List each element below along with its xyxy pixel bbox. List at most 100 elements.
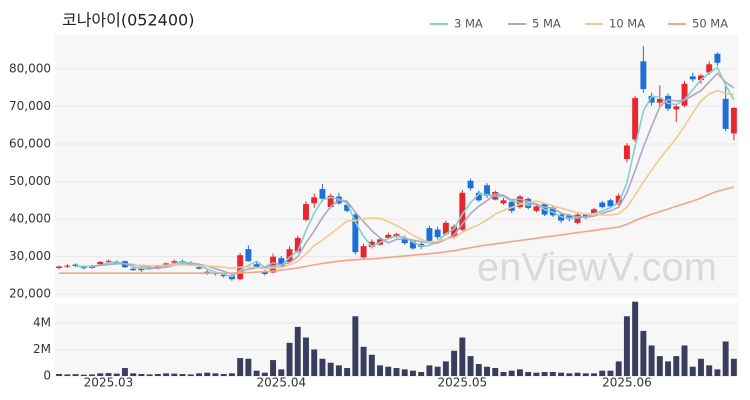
ma-line bbox=[75, 66, 735, 278]
y-tick-label: 80,000 bbox=[9, 61, 51, 75]
candle-body bbox=[451, 226, 458, 238]
candle-body bbox=[385, 234, 392, 238]
candle-body bbox=[434, 229, 441, 238]
candle-body bbox=[484, 185, 490, 196]
volume-bar bbox=[352, 316, 359, 376]
volume-bar bbox=[286, 342, 293, 376]
volume-bar bbox=[689, 366, 696, 376]
volume-bar bbox=[722, 341, 729, 376]
y-tick-label: 60,000 bbox=[9, 136, 51, 150]
volume-bar bbox=[105, 373, 112, 376]
candle-body bbox=[648, 95, 655, 103]
volume-bar bbox=[204, 372, 211, 376]
volume-bar bbox=[648, 345, 655, 376]
ma-line bbox=[59, 186, 735, 274]
candle-body bbox=[706, 64, 713, 73]
volume-bar bbox=[64, 374, 71, 376]
volume-bar bbox=[558, 372, 565, 376]
volume-bar bbox=[130, 373, 137, 376]
volume-bar bbox=[97, 373, 104, 376]
candle-body bbox=[533, 206, 540, 211]
volume-bar bbox=[500, 372, 507, 376]
candle-body bbox=[442, 222, 449, 235]
candle-body bbox=[360, 246, 367, 258]
x-tick-label: 2025.03 bbox=[84, 376, 134, 390]
candle-body bbox=[566, 215, 573, 220]
volume-bar bbox=[368, 354, 375, 376]
volume-bar bbox=[327, 362, 334, 376]
volume-bar bbox=[459, 337, 466, 376]
volume-bar bbox=[196, 373, 202, 376]
volume-bar bbox=[484, 366, 490, 376]
y-tick-label: 2M bbox=[33, 342, 51, 356]
candle-body bbox=[220, 274, 227, 277]
volume-bar bbox=[574, 372, 581, 376]
volume-bar bbox=[72, 374, 79, 376]
volume-bar bbox=[220, 374, 227, 376]
candle-body bbox=[722, 98, 729, 129]
candle-body bbox=[632, 98, 639, 140]
candle-body bbox=[72, 264, 79, 267]
x-tick-label: 2025.04 bbox=[256, 376, 306, 390]
volume-bar bbox=[303, 337, 309, 376]
legend-label: 5 MA bbox=[532, 17, 561, 31]
volume-bar bbox=[508, 370, 515, 376]
volume-bar bbox=[566, 373, 573, 376]
volume-bar bbox=[393, 368, 400, 376]
candle-body bbox=[681, 83, 688, 106]
volume-bar bbox=[475, 364, 482, 376]
volume-bar bbox=[640, 330, 647, 376]
y-tick-label: 0 bbox=[43, 369, 51, 383]
candle-body bbox=[286, 249, 293, 262]
y-tick-label: 70,000 bbox=[9, 99, 51, 113]
candle-body bbox=[56, 266, 63, 268]
candle-body bbox=[261, 271, 268, 274]
candle-body bbox=[730, 107, 737, 134]
y-tick-label: 40,000 bbox=[9, 212, 51, 226]
volume-bar bbox=[377, 365, 384, 376]
y-tick-label: 20,000 bbox=[9, 287, 51, 301]
volume-bar bbox=[360, 346, 367, 376]
volume-bar bbox=[138, 374, 145, 376]
volume-bar bbox=[56, 374, 63, 376]
y-tick-label: 30,000 bbox=[9, 249, 51, 263]
volume-bar bbox=[163, 373, 170, 376]
volume-bar bbox=[533, 372, 540, 376]
candle-body bbox=[401, 237, 408, 244]
candle-body bbox=[171, 261, 178, 263]
chart-title: 코나아이(052400) bbox=[62, 11, 194, 30]
candle-body bbox=[344, 204, 351, 211]
volume-bar bbox=[245, 358, 252, 376]
volume-bar bbox=[656, 356, 663, 376]
volume-bar bbox=[442, 361, 449, 376]
legend-label: 3 MA bbox=[454, 17, 483, 31]
volume-bar bbox=[591, 373, 597, 376]
volume-bar bbox=[549, 372, 556, 376]
candle-body bbox=[475, 192, 482, 201]
volume-bar bbox=[599, 370, 606, 376]
volume-bar bbox=[385, 366, 392, 376]
candle-body bbox=[368, 241, 375, 247]
volume-bar bbox=[344, 368, 351, 376]
volume-bar bbox=[632, 301, 639, 376]
candle-body bbox=[599, 202, 606, 208]
candle-body bbox=[623, 145, 630, 159]
volume-bar bbox=[121, 368, 128, 376]
candle-body bbox=[130, 268, 137, 271]
volume-bar bbox=[319, 358, 326, 376]
volume-bar bbox=[154, 374, 161, 376]
volume-bar bbox=[698, 358, 704, 376]
volume-bar bbox=[467, 356, 474, 376]
candle-body bbox=[656, 98, 663, 103]
candle-body bbox=[607, 200, 614, 207]
volume-bar bbox=[228, 373, 235, 376]
legend-label: 50 MA bbox=[692, 17, 728, 31]
x-tick-label: 2025.06 bbox=[602, 376, 652, 390]
volume-bar bbox=[426, 365, 433, 376]
ma-line bbox=[91, 72, 735, 276]
volume-bar bbox=[212, 373, 219, 376]
candle-body bbox=[80, 267, 87, 269]
volume-bar bbox=[665, 361, 672, 376]
candle-body bbox=[311, 197, 318, 204]
volume-bar bbox=[270, 360, 277, 376]
